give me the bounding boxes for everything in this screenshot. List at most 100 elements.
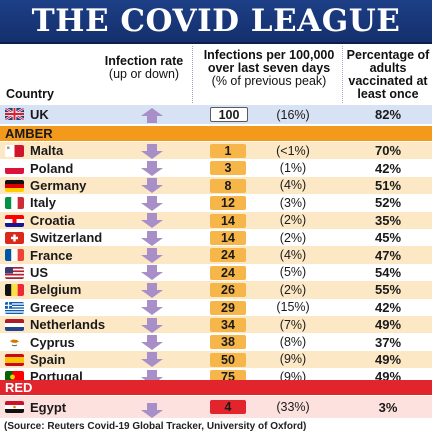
country-name: US bbox=[30, 264, 49, 280]
uk-row: UK 100 (16%) 82% bbox=[0, 105, 432, 124]
egypt-flag-icon bbox=[5, 401, 24, 413]
table-row: Greece 29 (15%) 42% bbox=[0, 298, 432, 316]
arrow-down-icon bbox=[140, 334, 164, 350]
country-name: France bbox=[30, 247, 73, 263]
vaccinated-value: 82% bbox=[374, 107, 402, 122]
arrow-down-icon bbox=[140, 282, 164, 298]
previous-peak-value: (<1%) bbox=[276, 143, 310, 158]
table-row: Netherlands 34 (7%) 49% bbox=[0, 316, 432, 334]
previous-peak-value: (1%) bbox=[279, 161, 307, 176]
table-row: Belgium 26 (2%) 55% bbox=[0, 281, 432, 299]
portugal-flag-icon bbox=[5, 371, 24, 384]
arrow-down-icon bbox=[140, 213, 164, 229]
arrow-down-icon bbox=[140, 247, 164, 263]
infections-value: 38 bbox=[210, 335, 246, 350]
previous-peak-value: (8%) bbox=[279, 335, 307, 350]
previous-peak-value: (9%) bbox=[279, 352, 307, 367]
arrow-down-icon bbox=[140, 160, 164, 176]
previous-peak-value: (33%) bbox=[276, 400, 310, 414]
vaccinated-value: 51% bbox=[374, 177, 402, 193]
greece-flag-icon bbox=[5, 301, 24, 314]
croatia-flag-icon bbox=[5, 214, 24, 227]
infections-value: 4 bbox=[210, 400, 246, 414]
arrow-down-icon bbox=[140, 317, 164, 333]
arrow-down-icon bbox=[140, 352, 164, 368]
arrow-down-icon bbox=[140, 399, 164, 421]
table-row: Poland 3 (1%) 42% bbox=[0, 159, 432, 177]
vaccinated-value: 35% bbox=[374, 212, 402, 228]
infections-value: 1 bbox=[210, 144, 246, 158]
arrow-down-icon bbox=[140, 143, 164, 159]
previous-peak-value: (3%) bbox=[279, 195, 307, 210]
spain-flag-icon bbox=[5, 353, 24, 366]
infections-value: 12 bbox=[210, 196, 246, 211]
infections-value: 3 bbox=[210, 161, 246, 176]
arrow-up-icon bbox=[140, 106, 164, 125]
country-name: Germany bbox=[30, 177, 87, 193]
header-vaccinated: Percentage of adults vaccinated at least… bbox=[346, 48, 430, 101]
previous-peak-value: (4%) bbox=[279, 248, 307, 263]
table-row: US 24 (5%) 54% bbox=[0, 263, 432, 282]
italy-flag-icon bbox=[5, 197, 24, 210]
vaccinated-value: 45% bbox=[374, 230, 402, 246]
table-row: Germany 8 (4%) 51% bbox=[0, 176, 432, 195]
table-row: France 24 (4%) 47% bbox=[0, 246, 432, 264]
table-row: Cyprus 38 (8%) 37% bbox=[0, 333, 432, 351]
country-name: Netherlands bbox=[30, 317, 106, 333]
red-band: RED bbox=[0, 380, 432, 395]
germany-flag-icon bbox=[5, 179, 24, 192]
header-country: Country bbox=[6, 87, 54, 101]
vaccinated-value: 55% bbox=[374, 282, 402, 298]
infections-value: 29 bbox=[210, 300, 246, 315]
uk-flag-icon bbox=[5, 108, 24, 120]
country-name: Belgium bbox=[30, 282, 82, 298]
header-divider bbox=[192, 46, 193, 103]
source-note: (Source: Reuters Covid-19 Global Tracker… bbox=[4, 421, 307, 432]
header-infections-title: Infections per 100,000 over last seven d… bbox=[203, 48, 335, 75]
malta-flag-icon bbox=[5, 145, 24, 157]
vaccinated-value: 54% bbox=[374, 264, 402, 280]
infections-value: 34 bbox=[210, 318, 246, 332]
header-divider bbox=[342, 46, 343, 103]
vaccinated-value: 42% bbox=[374, 160, 402, 176]
country-name: UK bbox=[30, 107, 49, 122]
infections-value: 24 bbox=[210, 248, 246, 263]
country-name: Switzerland bbox=[30, 230, 103, 246]
vaccinated-value: 70% bbox=[374, 143, 402, 159]
belgium-flag-icon bbox=[5, 284, 24, 297]
header-infections: Infections per 100,000 over last seven d… bbox=[196, 49, 342, 88]
infections-value: 24 bbox=[210, 265, 246, 280]
arrow-down-icon bbox=[140, 300, 164, 316]
previous-peak-value: (7%) bbox=[279, 317, 307, 332]
country-name: Egypt bbox=[30, 399, 67, 415]
infections-value: 14 bbox=[210, 213, 246, 228]
header-infection-rate-sub: (up or down) bbox=[108, 67, 180, 81]
vaccinated-value: 49% bbox=[374, 351, 402, 367]
country-name: Greece bbox=[30, 299, 75, 315]
vaccinated-value: 42% bbox=[374, 299, 402, 315]
vaccinated-value: 47% bbox=[374, 247, 402, 263]
table-row: Switzerland 14 (2%) 45% bbox=[0, 229, 432, 247]
previous-peak-value: (2%) bbox=[279, 230, 307, 245]
infections-value: 26 bbox=[210, 283, 246, 298]
previous-peak-value: (2%) bbox=[279, 282, 307, 297]
arrow-down-icon bbox=[140, 195, 164, 211]
table-row: Malta 1 (<1%) 70% bbox=[0, 142, 432, 160]
arrow-down-icon bbox=[140, 265, 164, 281]
table-row: Spain 50 (9%) 49% bbox=[0, 350, 432, 369]
country-name: Croatia bbox=[30, 212, 75, 228]
infections-value: 100 bbox=[210, 107, 248, 122]
title-banner: THE COVID LEAGUE bbox=[0, 0, 432, 44]
arrow-down-icon bbox=[140, 178, 164, 194]
country-name: Cyprus bbox=[30, 334, 75, 350]
vaccinated-value: 3% bbox=[378, 399, 398, 415]
previous-peak-value: (15%) bbox=[276, 300, 310, 315]
page-title: THE COVID LEAGUE bbox=[31, 3, 401, 39]
table-row: Croatia 14 (2%) 35% bbox=[0, 211, 432, 229]
country-name: Malta bbox=[30, 143, 64, 159]
table-row: Italy 12 (3%) 52% bbox=[0, 194, 432, 212]
previous-peak-value: (4%) bbox=[279, 178, 307, 193]
arrow-down-icon bbox=[140, 369, 164, 385]
france-flag-icon bbox=[5, 249, 24, 262]
arrow-down-icon bbox=[140, 230, 164, 246]
